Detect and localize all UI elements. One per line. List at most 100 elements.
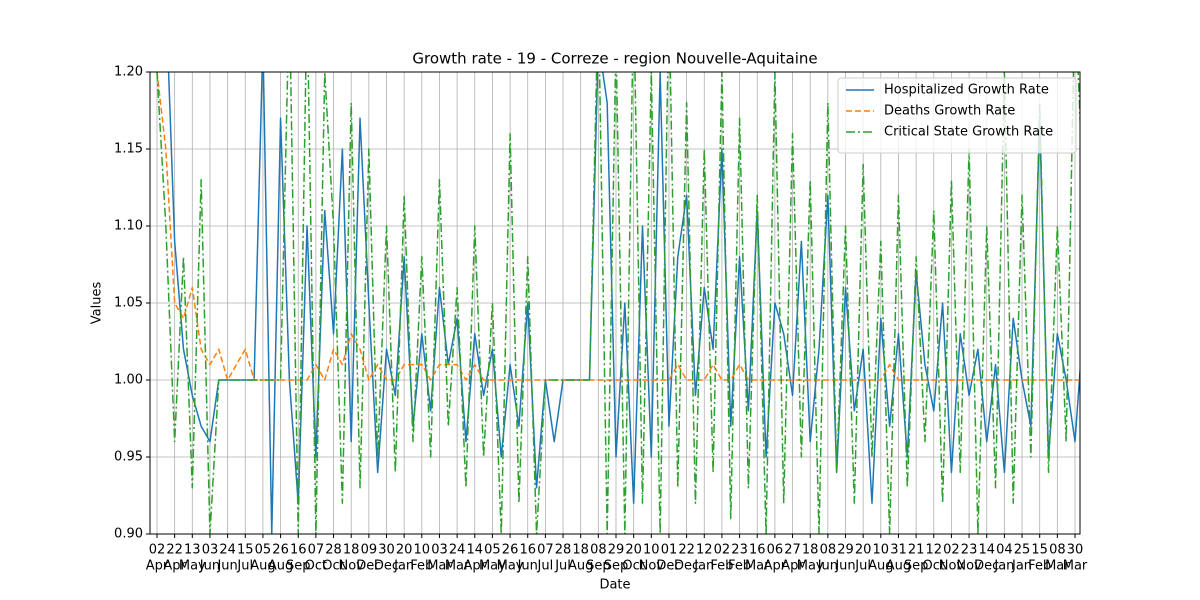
x-tick-label: 02 bbox=[149, 543, 166, 558]
legend: Hospitalized Growth Rate Deaths Growth Ra… bbox=[837, 77, 1077, 154]
x-tick-label: 21 bbox=[908, 543, 925, 558]
x-tick-label: Sep bbox=[604, 559, 629, 574]
x-tick-label: 22 bbox=[678, 543, 695, 558]
x-tick-label: May bbox=[497, 559, 524, 574]
x-tick-label: May bbox=[797, 559, 824, 574]
x-tick-label: Sep bbox=[904, 559, 929, 574]
x-tick-label: Feb bbox=[1028, 559, 1051, 574]
x-tick-label: 20 bbox=[396, 543, 413, 558]
x-tick-label: Oct bbox=[305, 559, 327, 574]
x-tick-label: Nov bbox=[639, 559, 665, 574]
x-tick-label: 07 bbox=[537, 543, 554, 558]
x-tick-label: Jun bbox=[216, 559, 237, 574]
x-tick-label: Jun bbox=[817, 559, 838, 574]
x-tick-label: 07 bbox=[308, 543, 325, 558]
data-line bbox=[156, 72, 1080, 534]
x-tick-label: Nov bbox=[339, 559, 365, 574]
x-tick-label: Dec bbox=[674, 559, 699, 574]
x-tick-label: Jun bbox=[517, 559, 538, 574]
x-tick-label: Oct bbox=[622, 559, 644, 574]
x-tick-label: 08 bbox=[820, 543, 837, 558]
legend-box bbox=[837, 77, 1077, 154]
x-tick-label: Nov bbox=[939, 559, 965, 574]
x-tick-label: Jan bbox=[1011, 559, 1032, 574]
x-tick-label: Apr bbox=[764, 559, 787, 574]
x-tick-label: 24 bbox=[219, 543, 236, 558]
x-tick-label: Dec bbox=[356, 559, 381, 574]
x-tick-label: Jan bbox=[393, 559, 414, 574]
x-tick-label: 15 bbox=[237, 543, 254, 558]
x-tick-label: 16 bbox=[519, 543, 536, 558]
x-tick-label: Oct bbox=[322, 559, 344, 574]
x-tick-label: 14 bbox=[978, 543, 995, 558]
x-tick-label: Mar bbox=[745, 559, 770, 574]
x-tick-label: Sep bbox=[586, 559, 611, 574]
x-tick-label: Mar bbox=[427, 559, 452, 574]
x-tick-label: 10 bbox=[643, 543, 660, 558]
x-tick-label: 04 bbox=[996, 543, 1013, 558]
x-tick-label: Apr bbox=[163, 559, 186, 574]
legend-label: Critical State Growth Rate bbox=[884, 125, 1053, 140]
x-axis-label: Date bbox=[599, 578, 630, 593]
x-tick-label: 23 bbox=[731, 543, 748, 558]
x-tick-label: Jul bbox=[236, 559, 253, 574]
x-tick-label: 08 bbox=[590, 543, 607, 558]
x-tick-label: Feb bbox=[410, 559, 433, 574]
x-tick-label: Jul bbox=[854, 559, 871, 574]
x-tick-label: Sep bbox=[286, 559, 311, 574]
x-tick-label: 30 bbox=[378, 543, 395, 558]
x-tick-label: Apr bbox=[464, 559, 487, 574]
x-tick-label: 16 bbox=[749, 543, 766, 558]
x-tick-label: 10 bbox=[414, 543, 431, 558]
x-tick-label: 05 bbox=[255, 543, 272, 558]
x-tick-label: Oct bbox=[923, 559, 945, 574]
x-tick-label: Mar bbox=[1045, 559, 1070, 574]
chart-title: Growth rate - 19 - Correze - region Nouv… bbox=[412, 50, 817, 68]
x-tick-label: 20 bbox=[625, 543, 642, 558]
x-tick-label: Jun bbox=[199, 559, 220, 574]
x-tick-label: 10 bbox=[873, 543, 890, 558]
x-tick-label: 20 bbox=[855, 543, 872, 558]
x-tick-label: Feb bbox=[728, 559, 751, 574]
x-tick-label: Aug bbox=[868, 559, 893, 574]
axes-frame bbox=[149, 71, 1081, 535]
x-tick-label: May bbox=[179, 559, 206, 574]
y-tick-label: 1.15 bbox=[114, 142, 143, 157]
x-tick-label: 09 bbox=[361, 543, 378, 558]
x-tick-label: Jul bbox=[537, 559, 554, 574]
x-tick-label: 18 bbox=[572, 543, 589, 558]
y-tick-label: 1.05 bbox=[114, 296, 143, 311]
x-tick-label: 30 bbox=[1067, 543, 1084, 558]
x-tick-label: 28 bbox=[555, 543, 572, 558]
x-tick-label: 27 bbox=[784, 543, 801, 558]
y-tick-label: 1.00 bbox=[114, 373, 143, 388]
x-tick-label: Aug bbox=[268, 559, 293, 574]
x-tick-label: 12 bbox=[696, 543, 713, 558]
x-tick-label: Aug bbox=[250, 559, 275, 574]
plot-area bbox=[156, 72, 1080, 534]
x-tick-label: 02 bbox=[714, 543, 731, 558]
x-tick-label: May bbox=[479, 559, 506, 574]
grid: 0.900.951.001.051.101.151.2002Apr22Apr13… bbox=[114, 65, 1088, 574]
x-tick-label: 31 bbox=[890, 543, 907, 558]
y-axis-label: Values bbox=[90, 282, 105, 325]
y-tick-label: 1.20 bbox=[114, 65, 143, 80]
x-tick-label: 29 bbox=[608, 543, 625, 558]
x-tick-label: 01 bbox=[661, 543, 678, 558]
x-tick-label: 25 bbox=[1014, 543, 1031, 558]
x-tick-label: 24 bbox=[449, 543, 466, 558]
x-tick-label: 28 bbox=[325, 543, 342, 558]
x-tick-label: 12 bbox=[925, 543, 942, 558]
x-tick-label: 16 bbox=[290, 543, 307, 558]
x-tick-label: Nov bbox=[956, 559, 982, 574]
x-tick-label: 08 bbox=[1049, 543, 1066, 558]
x-tick-label: 03 bbox=[431, 543, 448, 558]
x-tick-label: 23 bbox=[961, 543, 978, 558]
x-tick-label: Aug bbox=[568, 559, 593, 574]
x-tick-label: Jul bbox=[554, 559, 571, 574]
x-tick-label: Mar bbox=[445, 559, 470, 574]
x-tick-label: Jan bbox=[693, 559, 714, 574]
y-tick-label: 1.10 bbox=[114, 219, 143, 234]
x-tick-label: Dec bbox=[974, 559, 999, 574]
